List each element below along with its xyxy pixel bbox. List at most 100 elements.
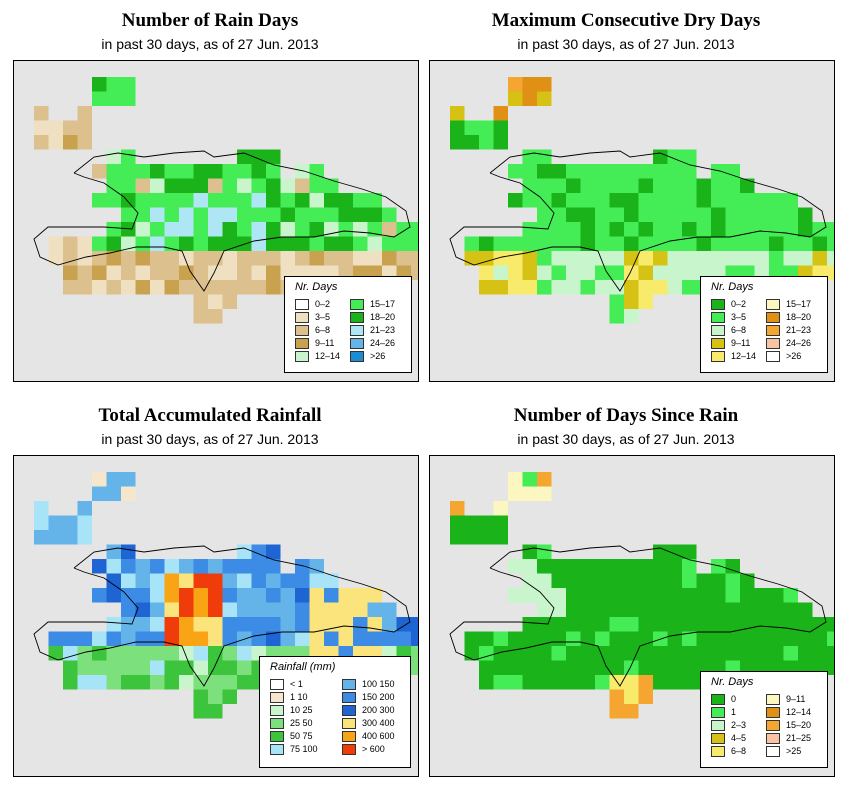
grid-cell <box>251 164 266 179</box>
grid-cell <box>725 573 740 588</box>
grid-cell <box>624 588 639 603</box>
grid-cell <box>367 251 382 266</box>
grid-cell <box>609 236 624 251</box>
grid-cell <box>609 573 624 588</box>
grid-cell <box>63 280 78 295</box>
grid-cell <box>164 178 179 193</box>
grid-cell <box>367 588 382 603</box>
grid-cell <box>266 236 281 251</box>
grid-cell <box>77 120 92 135</box>
grid-cell <box>77 515 92 530</box>
grid-cell <box>77 236 92 251</box>
grid-cell <box>522 265 537 280</box>
grid-cell <box>92 472 107 487</box>
legend-swatch <box>711 338 725 349</box>
grid-cell <box>682 660 697 675</box>
grid-cell <box>508 280 523 295</box>
grid-cell <box>609 265 624 280</box>
grid-cell <box>121 149 136 164</box>
grid-cell <box>783 602 798 617</box>
grid-cell <box>537 660 552 675</box>
grid-cell <box>164 631 179 646</box>
grid-cell <box>725 236 740 251</box>
grid-cell <box>324 178 339 193</box>
map-max-dry-days: Nr. Days 0–2 3–5 6–8 9–11 12–14 15–17 18–20 21–… <box>429 60 835 382</box>
grid-cell <box>208 164 223 179</box>
grid-cell <box>193 207 208 222</box>
grid-cell <box>682 588 697 603</box>
grid-cell <box>580 178 595 193</box>
grid-cell <box>295 559 310 574</box>
grid-cell <box>179 178 194 193</box>
grid-cell <box>522 236 537 251</box>
grid-cell <box>537 646 552 661</box>
grid-cell <box>92 588 107 603</box>
grid-cell <box>193 222 208 237</box>
grid-cell <box>464 236 479 251</box>
grid-cell <box>609 294 624 309</box>
grid-cell <box>382 251 397 266</box>
grid-cell <box>682 602 697 617</box>
grid-cell <box>135 631 150 646</box>
grid-cell <box>667 602 682 617</box>
grid-cell <box>48 530 63 545</box>
grid-cell <box>237 236 252 251</box>
grid-cell <box>522 91 537 106</box>
grid-cell <box>251 573 266 588</box>
grid-cell <box>624 164 639 179</box>
legend-label: 18–20 <box>370 312 396 322</box>
grid-cell <box>464 646 479 661</box>
grid-cell <box>121 77 136 92</box>
grid-cell <box>609 193 624 208</box>
grid-cell <box>251 207 266 222</box>
grid-cell <box>609 309 624 324</box>
grid-cell <box>551 573 566 588</box>
legend-swatch <box>342 731 356 742</box>
grid-cell <box>566 265 581 280</box>
grid-cell <box>667 646 682 661</box>
grid-cell <box>266 222 281 237</box>
grid-cell <box>508 251 523 266</box>
grid-cell <box>609 222 624 237</box>
grid-cell <box>193 309 208 324</box>
grid-cell <box>609 660 624 675</box>
grid-cell <box>150 164 165 179</box>
grid-cell <box>783 646 798 661</box>
grid-cell <box>464 515 479 530</box>
grid-cell <box>580 265 595 280</box>
legend-title: Nr. Days <box>711 281 754 293</box>
legend-label: 100 150 <box>362 679 395 689</box>
legend-label: 6–8 <box>315 325 331 335</box>
grid-cell <box>63 251 78 266</box>
grid-cell <box>92 646 107 661</box>
grid-cell <box>464 120 479 135</box>
grid-cell <box>754 602 769 617</box>
panel-subtitle: in past 30 days, as of 27 Jun. 2013 <box>517 431 735 447</box>
grid-cell <box>150 193 165 208</box>
legend: Nr. Days 0 1 2–3 4–5 6–8 9–11 12–14 15–20 21–25 >… <box>700 671 828 768</box>
grid-cell <box>711 588 726 603</box>
grid-cell <box>63 120 78 135</box>
grid-cell <box>493 106 508 121</box>
grid-cell <box>566 660 581 675</box>
grid-cell <box>595 222 610 237</box>
grid-cell <box>798 602 813 617</box>
legend-label: 3–5 <box>315 312 331 322</box>
grid-cell <box>164 280 179 295</box>
grid-cell <box>493 135 508 150</box>
grid-cell <box>106 280 121 295</box>
grid-cell <box>682 207 697 222</box>
grid-cell <box>222 660 237 675</box>
grid-cell <box>595 164 610 179</box>
grid-cell <box>566 602 581 617</box>
grid-cell <box>566 207 581 222</box>
grid-cell <box>711 251 726 266</box>
legend-label: 1 <box>731 707 737 717</box>
grid-cell <box>783 193 798 208</box>
grid-cell <box>266 149 281 164</box>
grid-cell <box>754 251 769 266</box>
grid-cell <box>222 573 237 588</box>
grid-cell <box>624 236 639 251</box>
grid-cell <box>338 207 353 222</box>
grid-cell <box>106 193 121 208</box>
